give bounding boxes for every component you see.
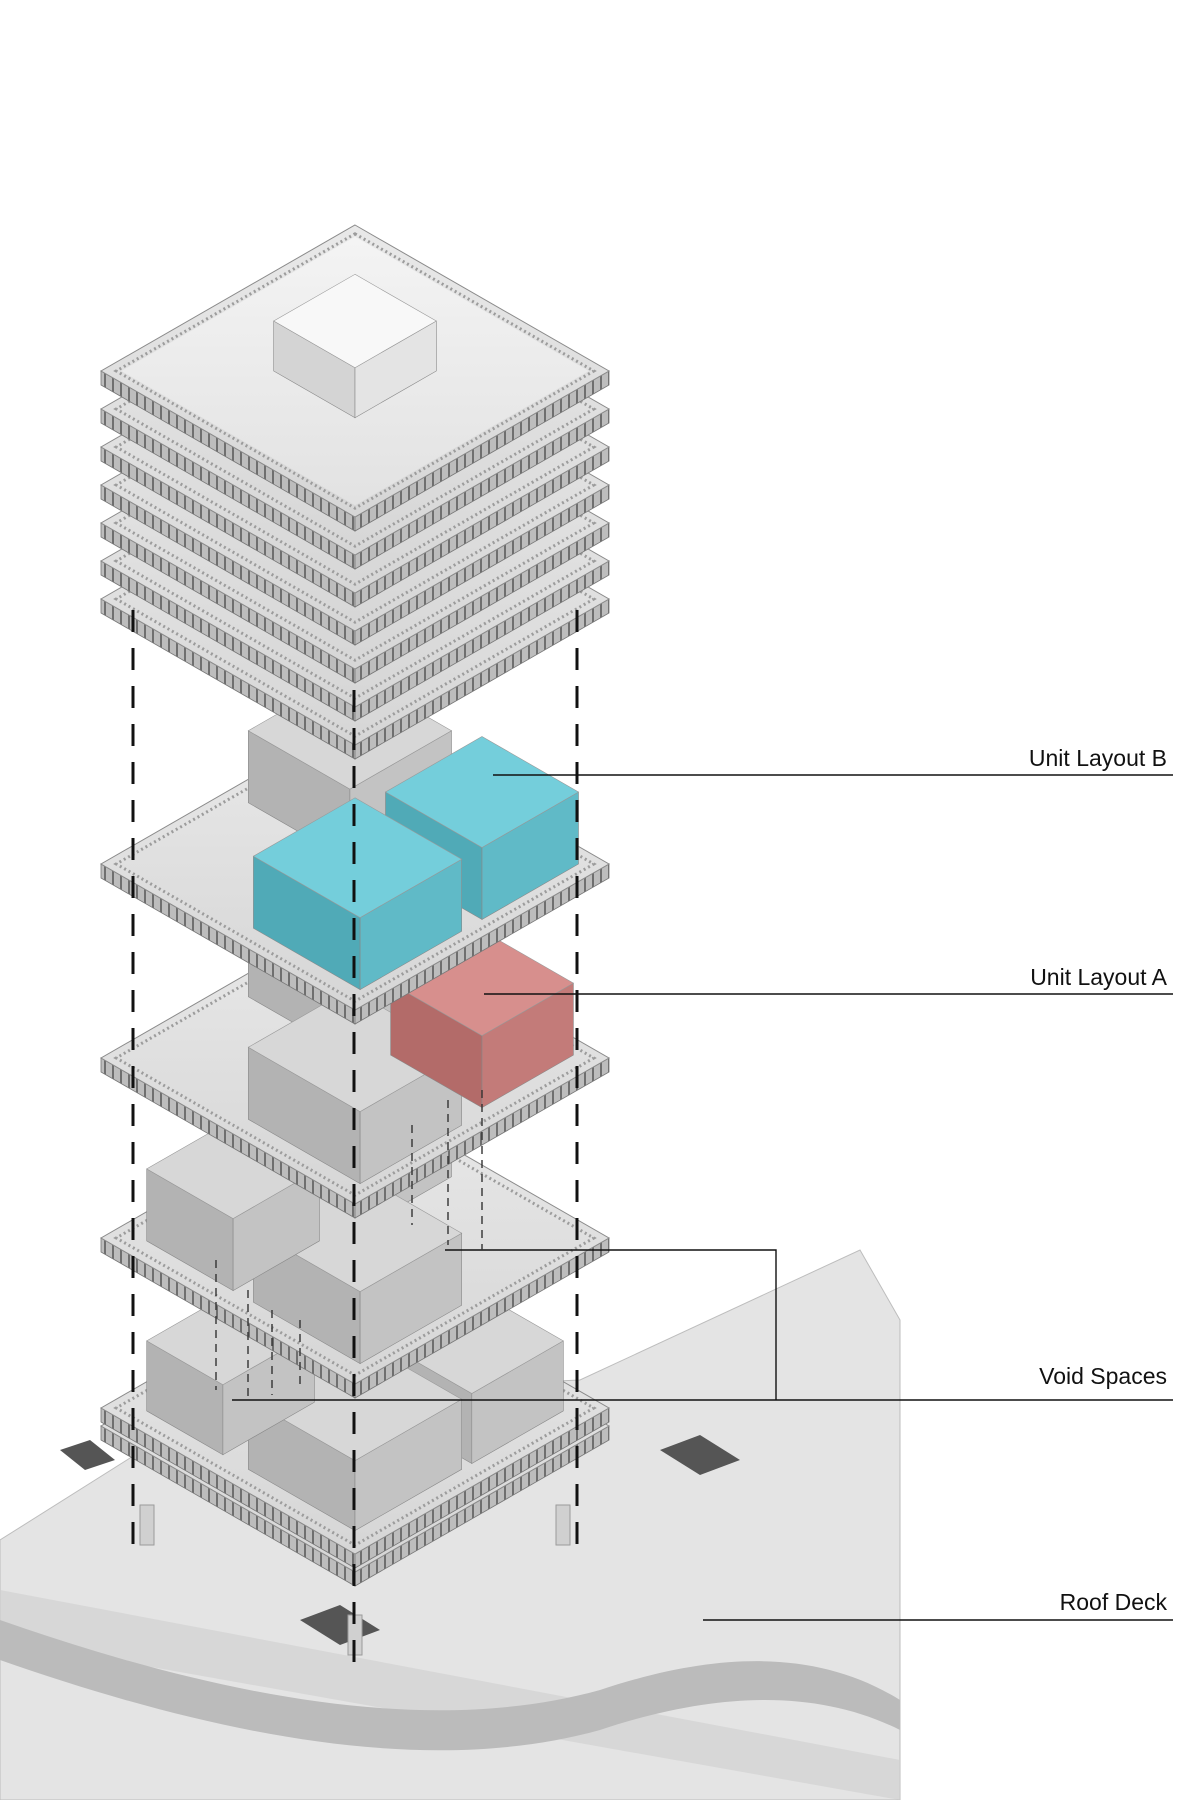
plate-inner-railing xyxy=(113,232,597,510)
roof-level xyxy=(99,224,611,760)
dashed-alignment-lines xyxy=(131,610,579,1665)
unit-layout-b-block xyxy=(252,797,463,991)
leader-line-void-upper xyxy=(445,1249,777,1400)
roof-penthouse-block xyxy=(273,273,437,419)
label-unit-layout-b: Unit Layout B xyxy=(1028,745,1167,771)
label-void-spaces: Void Spaces xyxy=(1039,1363,1167,1389)
plate-inner-railing xyxy=(113,270,597,548)
unit-layout-a-block xyxy=(389,930,575,1109)
leader-lines xyxy=(232,774,1173,1621)
plate-inner-railing xyxy=(113,308,597,586)
plate-inner-railing xyxy=(113,346,597,624)
label-unit-layout-a: Unit Layout A xyxy=(1030,964,1167,990)
plate-inner-railing xyxy=(113,384,597,662)
void-guides xyxy=(215,1090,483,1400)
label-roof-deck: Roof Deck xyxy=(1059,1589,1167,1615)
roof-deck-opening xyxy=(660,1435,740,1475)
roof-deck-opening xyxy=(60,1440,115,1470)
floor-plates xyxy=(99,671,611,1587)
